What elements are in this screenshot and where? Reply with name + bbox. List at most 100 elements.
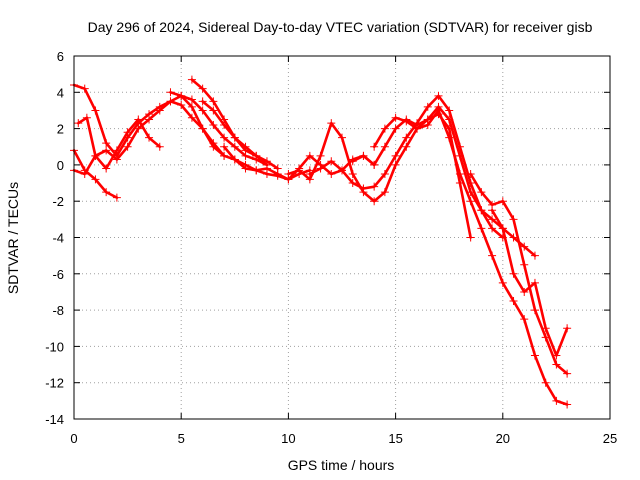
y-tick-label: 6	[57, 49, 64, 64]
data-point	[209, 120, 218, 129]
data-point	[198, 124, 207, 133]
data-point	[455, 169, 464, 178]
data-point	[530, 251, 539, 260]
data-point	[520, 287, 529, 296]
data-point	[112, 193, 121, 202]
data-point	[82, 113, 91, 122]
y-axis-label: SDTVAR / TECUs	[5, 182, 21, 294]
data-point	[134, 124, 143, 133]
data-point	[166, 97, 175, 106]
data-point	[541, 324, 550, 333]
data-point	[498, 197, 507, 206]
data-point	[220, 120, 229, 129]
series-line	[490, 209, 569, 357]
data-point	[284, 169, 293, 178]
data-point	[348, 169, 357, 178]
data-point	[74, 119, 83, 128]
data-point	[91, 151, 100, 160]
data-point	[520, 242, 529, 251]
data-point	[466, 197, 475, 206]
data-point	[380, 169, 389, 178]
data-point	[209, 97, 218, 106]
data-point	[380, 188, 389, 197]
data-point	[187, 113, 196, 122]
data-point	[530, 278, 539, 287]
data-point	[187, 102, 196, 111]
data-point	[252, 151, 261, 160]
data-point	[102, 139, 111, 148]
y-tick-label: 0	[57, 158, 64, 173]
data-point	[187, 95, 196, 104]
data-point	[177, 91, 186, 100]
data-point	[112, 155, 121, 164]
data-point	[348, 179, 357, 188]
data-point	[220, 142, 229, 151]
data-point	[252, 166, 261, 175]
data-point	[230, 155, 239, 164]
data-point	[434, 91, 443, 100]
data-point	[370, 197, 379, 206]
data-point	[423, 120, 432, 129]
data-point	[262, 164, 271, 173]
data-point	[230, 142, 239, 151]
x-tick-label: 20	[496, 431, 510, 446]
data-point	[391, 113, 400, 122]
data-point	[327, 119, 336, 128]
data-point	[338, 133, 346, 142]
data-point	[166, 88, 175, 97]
data-point	[520, 260, 529, 269]
data-point	[198, 97, 207, 106]
axis-ticks: 0 5 10 15 20 25 -14 -12 -10 -8 -6 -4 -2 0 2 4 6	[45, 49, 617, 446]
x-tick-label: 15	[388, 431, 402, 446]
data-point	[155, 142, 164, 151]
data-point	[488, 251, 497, 260]
data-point	[380, 124, 389, 133]
y-tick-label: -14	[45, 412, 64, 427]
data-point	[477, 206, 486, 215]
data-point	[402, 117, 411, 126]
data-point	[295, 166, 304, 175]
data-point	[541, 378, 550, 387]
series-line	[201, 100, 280, 170]
x-tick-label: 0	[70, 431, 77, 446]
data-point	[145, 115, 154, 124]
data-point	[359, 151, 368, 160]
data-point	[273, 169, 282, 178]
data-point	[305, 169, 314, 178]
series-satellite-track-12	[370, 106, 572, 409]
data-point	[563, 400, 572, 409]
data-point	[391, 151, 400, 160]
data-point	[477, 188, 486, 197]
data-point	[423, 102, 432, 111]
series-satellite-track-10	[305, 91, 507, 242]
y-tick-label: -2	[52, 194, 64, 209]
y-tick-label: 4	[57, 85, 64, 100]
data-point	[552, 360, 561, 369]
data-point	[402, 142, 411, 151]
data-point	[102, 146, 111, 155]
data-series	[70, 75, 572, 409]
data-point	[466, 233, 475, 242]
data-point	[509, 297, 518, 306]
data-point	[445, 106, 454, 115]
data-point	[402, 133, 411, 142]
data-point	[91, 175, 100, 184]
series-satellite-track-7	[198, 97, 282, 173]
data-point	[262, 157, 271, 166]
data-point	[241, 164, 250, 173]
data-point	[445, 133, 454, 142]
x-tick-label: 25	[603, 431, 617, 446]
data-point	[80, 84, 89, 93]
data-point	[391, 124, 400, 133]
data-point	[488, 215, 497, 224]
data-point	[391, 160, 400, 169]
data-point	[563, 324, 572, 333]
data-point	[370, 182, 379, 191]
chart-title: Day 296 of 2024, Sidereal Day-to-day VTE…	[88, 19, 593, 35]
data-point	[455, 151, 464, 160]
data-point	[145, 133, 154, 142]
data-point	[370, 160, 379, 169]
data-point	[509, 269, 518, 278]
data-point	[134, 115, 143, 124]
